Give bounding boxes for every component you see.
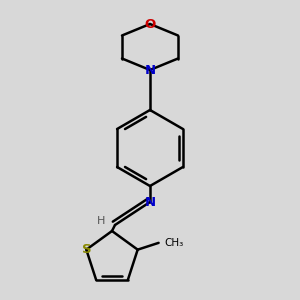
Text: O: O <box>144 17 156 31</box>
Text: N: N <box>144 196 156 208</box>
Text: S: S <box>82 243 91 256</box>
Text: N: N <box>144 64 156 76</box>
Text: CH₃: CH₃ <box>165 238 184 248</box>
Text: H: H <box>97 216 105 226</box>
